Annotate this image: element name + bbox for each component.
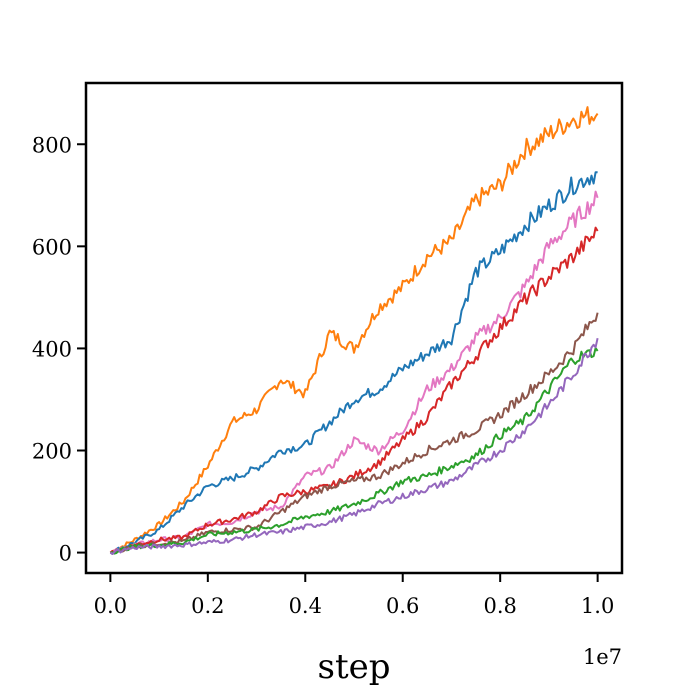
series-line-2 <box>109 171 598 555</box>
y-tick-label: 800 <box>32 133 72 157</box>
x-tick-label: 0.4 <box>289 594 322 618</box>
x-tick-label: 0.8 <box>483 594 516 618</box>
y-tick-label: 0 <box>59 542 72 566</box>
x-axis-offset-label: 1e7 <box>583 645 622 669</box>
x-axis: 0.0 0.2 0.4 0.6 0.8 1.0 <box>94 573 614 618</box>
x-tick-label: 0.2 <box>191 594 224 618</box>
y-tick-label: 200 <box>32 440 72 464</box>
series-line-4 <box>109 226 599 554</box>
plot-frame <box>84 81 624 575</box>
series-line-6 <box>110 347 599 555</box>
y-axis: 0 200 400 600 800 <box>32 133 86 566</box>
x-axis-label: step <box>318 647 391 687</box>
x-tick-label: 0.0 <box>94 594 127 618</box>
x-tick-label: 0.6 <box>386 594 419 618</box>
series-line-7 <box>109 337 599 555</box>
series-line-3 <box>109 190 599 554</box>
x-tick-label: 1.0 <box>581 594 614 618</box>
series-line-1 <box>109 106 599 554</box>
series-layer <box>109 106 599 555</box>
y-tick-label: 600 <box>32 235 72 259</box>
y-tick-label: 400 <box>32 337 72 361</box>
